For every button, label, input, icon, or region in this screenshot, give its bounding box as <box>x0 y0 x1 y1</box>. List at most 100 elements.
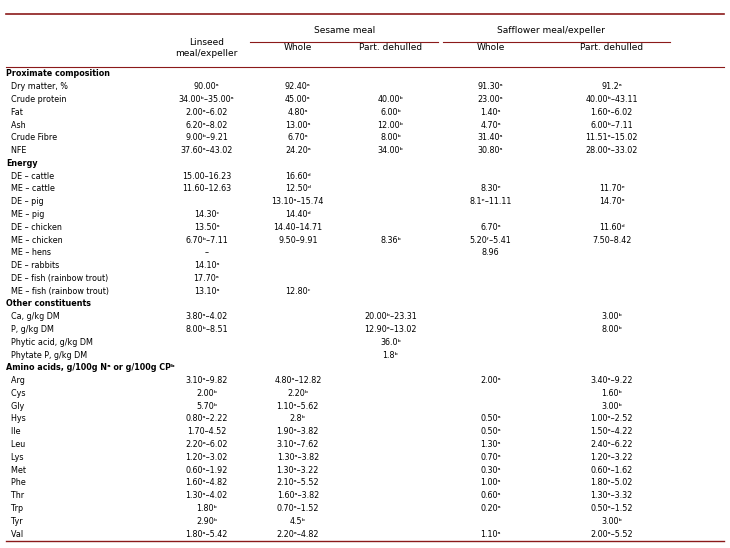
Text: 14.40ᵈ: 14.40ᵈ <box>285 210 311 219</box>
Text: Leu: Leu <box>6 440 25 449</box>
Text: 37.60ᵃ–43.02: 37.60ᵃ–43.02 <box>180 146 233 155</box>
Text: 1.10ᵃ–5.62: 1.10ᵃ–5.62 <box>277 402 319 410</box>
Text: 1.30ᵃ–3.32: 1.30ᵃ–3.32 <box>591 491 633 500</box>
Text: Ile: Ile <box>6 427 20 436</box>
Text: 3.10ᵃ–7.62: 3.10ᵃ–7.62 <box>277 440 319 449</box>
Text: 45.00ᵃ: 45.00ᵃ <box>285 95 311 104</box>
Text: Phytic acid, g/kg DM: Phytic acid, g/kg DM <box>6 338 93 347</box>
Text: 23.00ᵃ: 23.00ᵃ <box>477 95 504 104</box>
Text: ME – hens: ME – hens <box>6 248 51 258</box>
Text: 12.80ᶜ: 12.80ᶜ <box>285 287 310 296</box>
Text: 0.80ᵃ–2.22: 0.80ᵃ–2.22 <box>185 414 228 424</box>
Text: Ash: Ash <box>6 121 26 129</box>
Text: 14.70ᵃ: 14.70ᵃ <box>599 197 625 206</box>
Text: 9.50–9.91: 9.50–9.91 <box>278 236 318 244</box>
Text: 12.00ᵇ: 12.00ᵇ <box>377 121 404 129</box>
Text: 1.60ᵃ–4.82: 1.60ᵃ–4.82 <box>185 478 228 487</box>
Text: 7.50–8.42: 7.50–8.42 <box>592 236 631 244</box>
Text: 1.10ᵃ: 1.10ᵃ <box>480 529 501 539</box>
Text: 3.40ᵃ–9.22: 3.40ᵃ–9.22 <box>591 376 633 385</box>
Text: DE – rabbits: DE – rabbits <box>6 261 59 270</box>
Text: 1.80ᵃ–5.42: 1.80ᵃ–5.42 <box>185 529 228 539</box>
Text: 11.60ᵈ: 11.60ᵈ <box>599 223 625 232</box>
Text: 8.00ᵇ: 8.00ᵇ <box>602 325 622 334</box>
Text: 8.00ᵇ: 8.00ᵇ <box>380 133 401 142</box>
Text: 1.40ᵃ: 1.40ᵃ <box>480 108 501 117</box>
Text: Hys: Hys <box>6 414 26 424</box>
Text: Energy: Energy <box>6 159 37 168</box>
Text: 1.80ᵃ–5.02: 1.80ᵃ–5.02 <box>591 478 633 487</box>
Text: 13.10ᵃ: 13.10ᵃ <box>193 287 220 296</box>
Text: Crude Fibre: Crude Fibre <box>6 133 57 142</box>
Text: ME – fish (rainbow trout): ME – fish (rainbow trout) <box>6 287 109 296</box>
Text: 4.80ᵃ: 4.80ᵃ <box>288 108 308 117</box>
Text: 6.70ᵇ–7.11: 6.70ᵇ–7.11 <box>185 236 228 244</box>
Text: 2.20ᵇ: 2.20ᵇ <box>287 389 309 398</box>
Text: 0.70ᵃ: 0.70ᵃ <box>480 453 501 462</box>
Text: 40.00ᵇ: 40.00ᵇ <box>377 95 404 104</box>
Text: 3.00ᵇ: 3.00ᵇ <box>602 312 622 321</box>
Text: 13.10ᵃ–15.74: 13.10ᵃ–15.74 <box>272 197 324 206</box>
Text: DE – cattle: DE – cattle <box>6 172 54 181</box>
Text: Trp: Trp <box>6 504 23 513</box>
Text: Whole: Whole <box>477 43 504 52</box>
Text: 4.5ᵇ: 4.5ᵇ <box>290 517 306 526</box>
Text: Amino acids, g/100g Nᵃ or g/100g CPᵇ: Amino acids, g/100g Nᵃ or g/100g CPᵇ <box>6 363 174 372</box>
Text: 1.60ᵃ–3.82: 1.60ᵃ–3.82 <box>277 491 319 500</box>
Text: Phytate P, g/kg DM: Phytate P, g/kg DM <box>6 351 87 359</box>
Text: 5.20ᶠ–5.41: 5.20ᶠ–5.41 <box>469 236 512 244</box>
Text: 1.30ᵃ: 1.30ᵃ <box>480 440 501 449</box>
Text: 0.60ᵃ–1.62: 0.60ᵃ–1.62 <box>591 466 633 475</box>
Text: 11.70ᵉ: 11.70ᵉ <box>599 185 625 193</box>
Text: 1.00ᵃ–2.52: 1.00ᵃ–2.52 <box>591 414 633 424</box>
Text: 1.00ᵃ: 1.00ᵃ <box>480 478 501 487</box>
Text: Phe: Phe <box>6 478 26 487</box>
Text: 8.00ᵇ–8.51: 8.00ᵇ–8.51 <box>185 325 228 334</box>
Text: Safflower meal/expeller: Safflower meal/expeller <box>497 26 605 35</box>
Text: Cys: Cys <box>6 389 26 398</box>
Text: Crude protein: Crude protein <box>6 95 66 104</box>
Text: 1.60ᵃ–6.02: 1.60ᵃ–6.02 <box>591 108 633 117</box>
Text: 3.00ᵇ: 3.00ᵇ <box>602 517 622 526</box>
Text: 1.20ᵃ–3.02: 1.20ᵃ–3.02 <box>185 453 228 462</box>
Text: Val: Val <box>6 529 23 539</box>
Text: 2.40ᵃ–6.22: 2.40ᵃ–6.22 <box>591 440 633 449</box>
Text: Fat: Fat <box>6 108 23 117</box>
Text: 36.0ᵇ: 36.0ᵇ <box>380 338 401 347</box>
Text: 91.2ᵃ: 91.2ᵃ <box>602 82 622 91</box>
Text: 14.10ᵃ: 14.10ᵃ <box>193 261 220 270</box>
Text: 1.70–4.52: 1.70–4.52 <box>187 427 226 436</box>
Text: Thr: Thr <box>6 491 24 500</box>
Text: 20.00ᵇ–23.31: 20.00ᵇ–23.31 <box>364 312 417 321</box>
Text: 3.80ᵃ–4.02: 3.80ᵃ–4.02 <box>185 312 228 321</box>
Text: 8.36ᵇ: 8.36ᵇ <box>380 236 401 244</box>
Text: 92.40ᵃ: 92.40ᵃ <box>285 82 311 91</box>
Text: 12.90ᵃ–13.02: 12.90ᵃ–13.02 <box>364 325 417 334</box>
Text: 2.00ᵃ–5.52: 2.00ᵃ–5.52 <box>591 529 633 539</box>
Text: Whole: Whole <box>284 43 312 52</box>
Text: Linseed
meal/expeller: Linseed meal/expeller <box>175 38 238 58</box>
Text: Arg: Arg <box>6 376 25 385</box>
Text: 8.1ᵉ–11.11: 8.1ᵉ–11.11 <box>469 197 512 206</box>
Text: ME – chicken: ME – chicken <box>6 236 63 244</box>
Text: 1.60ᵇ: 1.60ᵇ <box>602 389 622 398</box>
Text: 1.30ᵃ–3.82: 1.30ᵃ–3.82 <box>277 453 319 462</box>
Text: 1.90ᵃ–3.82: 1.90ᵃ–3.82 <box>277 427 319 436</box>
Text: 0.50ᵃ–1.52: 0.50ᵃ–1.52 <box>591 504 633 513</box>
Text: DE – pig: DE – pig <box>6 197 44 206</box>
Text: Proximate composition: Proximate composition <box>6 70 110 78</box>
Text: ME – cattle: ME – cattle <box>6 185 55 193</box>
Text: 6.00ᵇ: 6.00ᵇ <box>380 108 401 117</box>
Text: 5.70ᵇ: 5.70ᵇ <box>196 402 218 410</box>
Text: Lys: Lys <box>6 453 23 462</box>
Text: P, g/kg DM: P, g/kg DM <box>6 325 54 334</box>
Text: 4.70ᵃ: 4.70ᵃ <box>480 121 501 129</box>
Text: 0.60ᵃ–1.92: 0.60ᵃ–1.92 <box>185 466 228 475</box>
Text: 0.50ᵃ: 0.50ᵃ <box>480 414 501 424</box>
Text: DE – fish (rainbow trout): DE – fish (rainbow trout) <box>6 274 108 283</box>
Text: 34.00ᵇ: 34.00ᵇ <box>377 146 404 155</box>
Text: 28.00ᵃ–33.02: 28.00ᵃ–33.02 <box>585 146 638 155</box>
Text: 6.20ᵃ–8.02: 6.20ᵃ–8.02 <box>185 121 228 129</box>
Text: 1.8ᵇ: 1.8ᵇ <box>383 351 399 359</box>
Text: 13.00ᵃ: 13.00ᵃ <box>285 121 311 129</box>
